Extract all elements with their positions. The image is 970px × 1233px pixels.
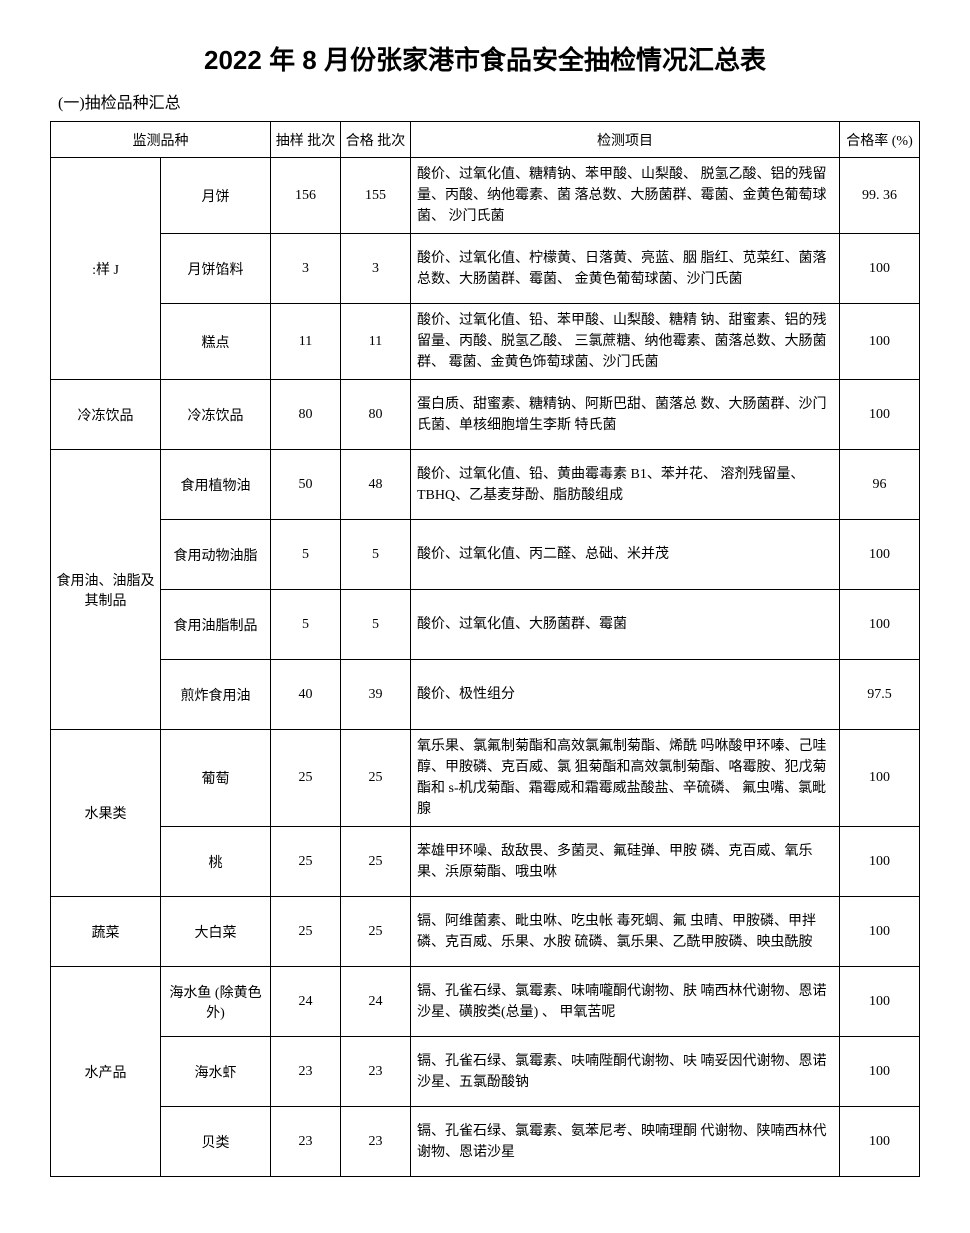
table-row: 食用动物油脂55酸价、过氧化值、丙二醛、总础、米并茂100 [51, 520, 920, 590]
pass-rate-cell: 100 [840, 1107, 920, 1177]
category-sub-cell: 食用动物油脂 [161, 520, 271, 590]
pass-batch-cell: 23 [341, 1107, 411, 1177]
category-sub-cell: 食用油脂制品 [161, 590, 271, 660]
inspection-table: 监测品种 抽样 批次 合格 批次 检测项目 合格率 (%) :样 J月饼1561… [50, 121, 920, 1177]
category-sub-cell: 糕点 [161, 304, 271, 380]
pass-batch-cell: 80 [341, 380, 411, 450]
test-items-cell: 酸价、过氧化值、大肠菌群、霉菌 [411, 590, 840, 660]
sample-batch-cell: 23 [271, 1107, 341, 1177]
pass-rate-cell: 100 [840, 520, 920, 590]
category-sub-cell: 贝类 [161, 1107, 271, 1177]
pass-rate-cell: 100 [840, 730, 920, 827]
category-main-cell: 水产品 [51, 967, 161, 1177]
test-items-cell: 酸价、过氧化值、铅、黄曲霉毒素 B1、苯并花、 溶剂残留量、TBHQ、乙基麦芽酚… [411, 450, 840, 520]
sample-batch-cell: 5 [271, 590, 341, 660]
pass-batch-cell: 48 [341, 450, 411, 520]
sample-batch-cell: 5 [271, 520, 341, 590]
category-main-cell: :样 J [51, 158, 161, 380]
table-row: 月饼馅料33酸价、过氧化值、柠檬黄、日落黄、亮蓝、胭 脂红、苋菜红、菌落总数、大… [51, 234, 920, 304]
pass-rate-cell: 100 [840, 380, 920, 450]
pass-batch-cell: 11 [341, 304, 411, 380]
section-subtitle: (一)抽检品种汇总 [50, 89, 920, 113]
test-items-cell: 氧乐果、氯氟制菊酯和高效氯氟制菊酯、烯酰 吗咻酸甲环嗪、己哇醇、甲胺磷、克百威、… [411, 730, 840, 827]
pass-rate-cell: 100 [840, 590, 920, 660]
pass-rate-cell: 100 [840, 897, 920, 967]
category-sub-cell: 煎炸食用油 [161, 660, 271, 730]
test-items-cell: 镉、阿维菌素、毗虫咻、吃虫帐 毒死蜩、氟 虫晴、甲胺磷、甲拌磷、克百威、乐果、水… [411, 897, 840, 967]
category-sub-cell: 冷冻饮品 [161, 380, 271, 450]
table-row: 水产品海水鱼 (除黄色外)2424镉、孔雀石绿、氯霉素、味喃嚨酮代谢物、肤 喃西… [51, 967, 920, 1037]
test-items-cell: 苯雄甲环噪、敌敌畏、多菌灵、氟硅弹、甲胺 磷、克百威、氧乐果、浜原菊酯、哦虫咻 [411, 827, 840, 897]
sample-batch-cell: 24 [271, 967, 341, 1037]
test-items-cell: 酸价、过氧化值、铅、苯甲酸、山梨酸、糖精 钠、甜蜜素、铝的残留量、丙酸、脱氢乙酸… [411, 304, 840, 380]
pass-batch-cell: 25 [341, 730, 411, 827]
pass-rate-cell: 100 [840, 234, 920, 304]
header-sample-batch: 抽样 批次 [271, 122, 341, 158]
pass-rate-cell: 100 [840, 304, 920, 380]
test-items-cell: 镉、孔雀石绿、氯霉素、氨苯尼考、映喃理酮 代谢物、陕喃西林代谢物、恩诺沙星 [411, 1107, 840, 1177]
sample-batch-cell: 25 [271, 827, 341, 897]
sample-batch-cell: 3 [271, 234, 341, 304]
header-pass-batch: 合格 批次 [341, 122, 411, 158]
category-main-cell: 食用油、油脂及 其制品 [51, 450, 161, 730]
sample-batch-cell: 11 [271, 304, 341, 380]
test-items-cell: 蛋白质、甜蜜素、糖精钠、阿斯巴甜、菌落总 数、大肠菌群、沙门氏菌、单核细胞增生李… [411, 380, 840, 450]
pass-batch-cell: 39 [341, 660, 411, 730]
pass-rate-cell: 99. 36 [840, 158, 920, 234]
test-items-cell: 酸价、过氧化值、柠檬黄、日落黄、亮蓝、胭 脂红、苋菜红、菌落总数、大肠菌群、霉菌… [411, 234, 840, 304]
table-row: 食用油脂制品55酸价、过氧化值、大肠菌群、霉菌100 [51, 590, 920, 660]
sample-batch-cell: 80 [271, 380, 341, 450]
test-items-cell: 酸价、极性组分 [411, 660, 840, 730]
pass-batch-cell: 5 [341, 520, 411, 590]
category-sub-cell: 食用植物油 [161, 450, 271, 520]
pass-batch-cell: 23 [341, 1037, 411, 1107]
header-pass-rate: 合格率 (%) [840, 122, 920, 158]
table-row: 冷冻饮品冷冻饮品8080蛋白质、甜蜜素、糖精钠、阿斯巴甜、菌落总 数、大肠菌群、… [51, 380, 920, 450]
test-items-cell: 镉、孔雀石绿、氯霉素、味喃嚨酮代谢物、肤 喃西林代谢物、恩诺沙星、磺胺类(总量)… [411, 967, 840, 1037]
sample-batch-cell: 23 [271, 1037, 341, 1107]
category-sub-cell: 月饼 [161, 158, 271, 234]
pass-rate-cell: 100 [840, 827, 920, 897]
table-row: 煎炸食用油4039酸价、极性组分97.5 [51, 660, 920, 730]
category-sub-cell: 桃 [161, 827, 271, 897]
test-items-cell: 酸价、过氧化值、丙二醛、总础、米并茂 [411, 520, 840, 590]
table-header-row: 监测品种 抽样 批次 合格 批次 检测项目 合格率 (%) [51, 122, 920, 158]
pass-batch-cell: 25 [341, 897, 411, 967]
table-row: 海水虾2323镉、孔雀石绿、氯霉素、呋喃陛酮代谢物、呋 喃妥因代谢物、恩诺沙星、… [51, 1037, 920, 1107]
pass-rate-cell: 96 [840, 450, 920, 520]
sample-batch-cell: 156 [271, 158, 341, 234]
sample-batch-cell: 50 [271, 450, 341, 520]
sample-batch-cell: 25 [271, 730, 341, 827]
test-items-cell: 镉、孔雀石绿、氯霉素、呋喃陛酮代谢物、呋 喃妥因代谢物、恩诺沙星、五氯酚酸钠 [411, 1037, 840, 1107]
category-main-cell: 冷冻饮品 [51, 380, 161, 450]
pass-rate-cell: 100 [840, 967, 920, 1037]
category-sub-cell: 海水鱼 (除黄色外) [161, 967, 271, 1037]
category-sub-cell: 葡萄 [161, 730, 271, 827]
table-row: 水果类葡萄2525氧乐果、氯氟制菊酯和高效氯氟制菊酯、烯酰 吗咻酸甲环嗪、己哇醇… [51, 730, 920, 827]
category-sub-cell: 月饼馅料 [161, 234, 271, 304]
sample-batch-cell: 25 [271, 897, 341, 967]
pass-rate-cell: 97.5 [840, 660, 920, 730]
header-test-items: 检测项目 [411, 122, 840, 158]
category-sub-cell: 海水虾 [161, 1037, 271, 1107]
table-row: 桃2525苯雄甲环噪、敌敌畏、多菌灵、氟硅弹、甲胺 磷、克百威、氧乐果、浜原菊酯… [51, 827, 920, 897]
pass-batch-cell: 3 [341, 234, 411, 304]
header-category: 监测品种 [51, 122, 271, 158]
page-title: 2022 年 8 月份张家港市食品安全抽检情况汇总表 [50, 40, 920, 77]
pass-rate-cell: 100 [840, 1037, 920, 1107]
table-row: 食用油、油脂及 其制品食用植物油5048酸价、过氧化值、铅、黄曲霉毒素 B1、苯… [51, 450, 920, 520]
pass-batch-cell: 5 [341, 590, 411, 660]
sample-batch-cell: 40 [271, 660, 341, 730]
category-main-cell: 蔬菜 [51, 897, 161, 967]
test-items-cell: 酸价、过氧化值、糖精钠、苯甲酸、山梨酸、 脱氢乙酸、铝的残留量、丙酸、纳他霉素、… [411, 158, 840, 234]
pass-batch-cell: 24 [341, 967, 411, 1037]
table-row: :样 J月饼156155酸价、过氧化值、糖精钠、苯甲酸、山梨酸、 脱氢乙酸、铝的… [51, 158, 920, 234]
category-main-cell: 水果类 [51, 730, 161, 897]
category-sub-cell: 大白菜 [161, 897, 271, 967]
table-row: 蔬菜大白菜2525镉、阿维菌素、毗虫咻、吃虫帐 毒死蜩、氟 虫晴、甲胺磷、甲拌磷… [51, 897, 920, 967]
pass-batch-cell: 25 [341, 827, 411, 897]
table-row: 贝类2323镉、孔雀石绿、氯霉素、氨苯尼考、映喃理酮 代谢物、陕喃西林代谢物、恩… [51, 1107, 920, 1177]
table-row: 糕点1111酸价、过氧化值、铅、苯甲酸、山梨酸、糖精 钠、甜蜜素、铝的残留量、丙… [51, 304, 920, 380]
pass-batch-cell: 155 [341, 158, 411, 234]
